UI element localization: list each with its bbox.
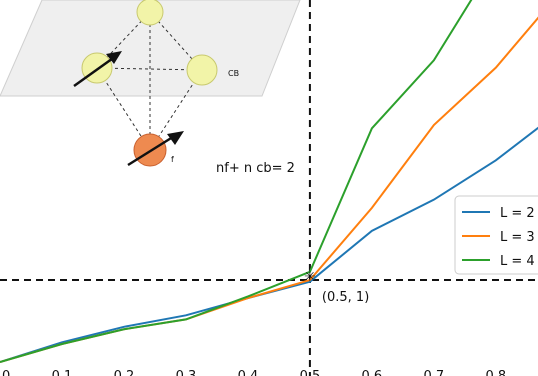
x-tick-label: 0.4 bbox=[238, 369, 259, 376]
point-marker: ✳ bbox=[304, 269, 316, 285]
x-tick-label: 0.3 bbox=[176, 369, 197, 376]
cb-site bbox=[186, 54, 218, 86]
legend-label: L = 3 bbox=[500, 230, 535, 245]
x-tick-label: 0.0 bbox=[0, 369, 10, 376]
legend-label: L = 2 bbox=[500, 206, 535, 221]
spin-arrow bbox=[73, 54, 117, 88]
cb-label: CB bbox=[228, 69, 239, 78]
x-tick-label: 0.6 bbox=[362, 369, 383, 376]
x-tick-label: 0.2 bbox=[114, 369, 135, 376]
series-line bbox=[0, 0, 473, 364]
x-tick-label: 0.8 bbox=[486, 369, 507, 376]
lattice-diagram: CB f bbox=[0, 0, 301, 167]
legend: L = 2 L = 3 L = 4 bbox=[454, 195, 538, 275]
f-label: f bbox=[171, 155, 174, 164]
legend-label: L = 4 bbox=[500, 254, 535, 269]
arrow-head bbox=[167, 131, 184, 145]
point-label: (0.5, 1) bbox=[322, 290, 369, 305]
constraint-label: nf+ n cb= 2 bbox=[216, 161, 295, 176]
x-tick-label: 0.1 bbox=[52, 369, 73, 376]
legend-box bbox=[454, 195, 538, 275]
spin-arrow bbox=[127, 133, 177, 167]
arrow-head bbox=[106, 51, 122, 64]
cb-site bbox=[136, 0, 164, 26]
x-tick-label: 0.7 bbox=[424, 369, 445, 376]
